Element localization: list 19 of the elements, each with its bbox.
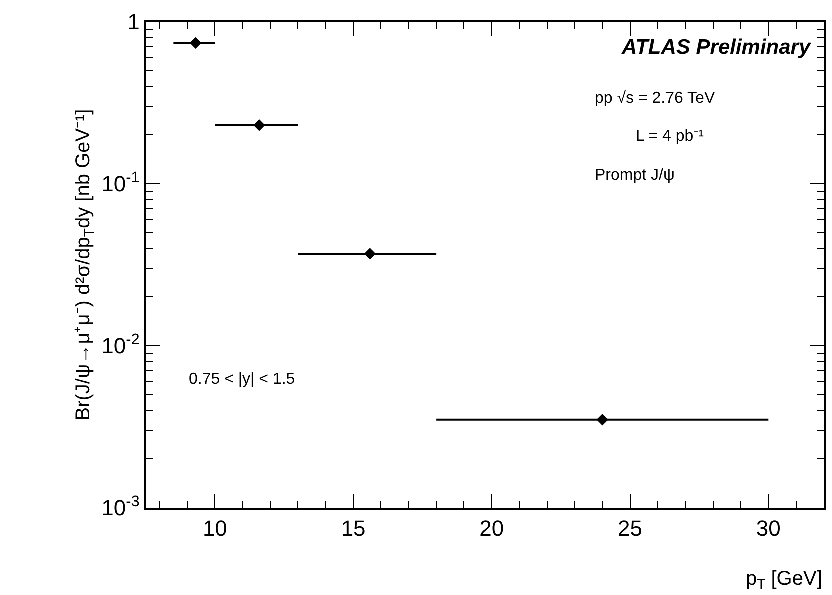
point	[190, 37, 202, 50]
y-tick-label: 10$^{-1}$	[102, 169, 140, 197]
point	[596, 414, 608, 426]
y-tick-label: 10$^{-2}$	[102, 331, 140, 359]
point	[254, 120, 266, 132]
annotation: ATLAS Preliminary	[621, 36, 812, 59]
annotation: Prompt J/ψ	[595, 167, 675, 184]
x-tick-label: 25	[618, 516, 643, 542]
x-tick-label: 10	[202, 516, 228, 542]
x-tick-label: 30	[756, 516, 781, 542]
annotation: pp √s = 2.76 TeV	[595, 90, 716, 107]
y-tick-label: 10$^{-3}$	[102, 493, 140, 521]
x-tick-label: 15	[341, 516, 366, 542]
y-tick-label: 1	[128, 10, 140, 35]
annotation: L = 4 pb⁻¹	[636, 128, 704, 145]
x-tick-label: 20	[480, 516, 504, 542]
point	[364, 248, 376, 260]
x-axis-title: p$_{T}$ [GeV]	[746, 568, 822, 592]
annotation: 0.75 < |y| < 1.5	[189, 371, 296, 388]
